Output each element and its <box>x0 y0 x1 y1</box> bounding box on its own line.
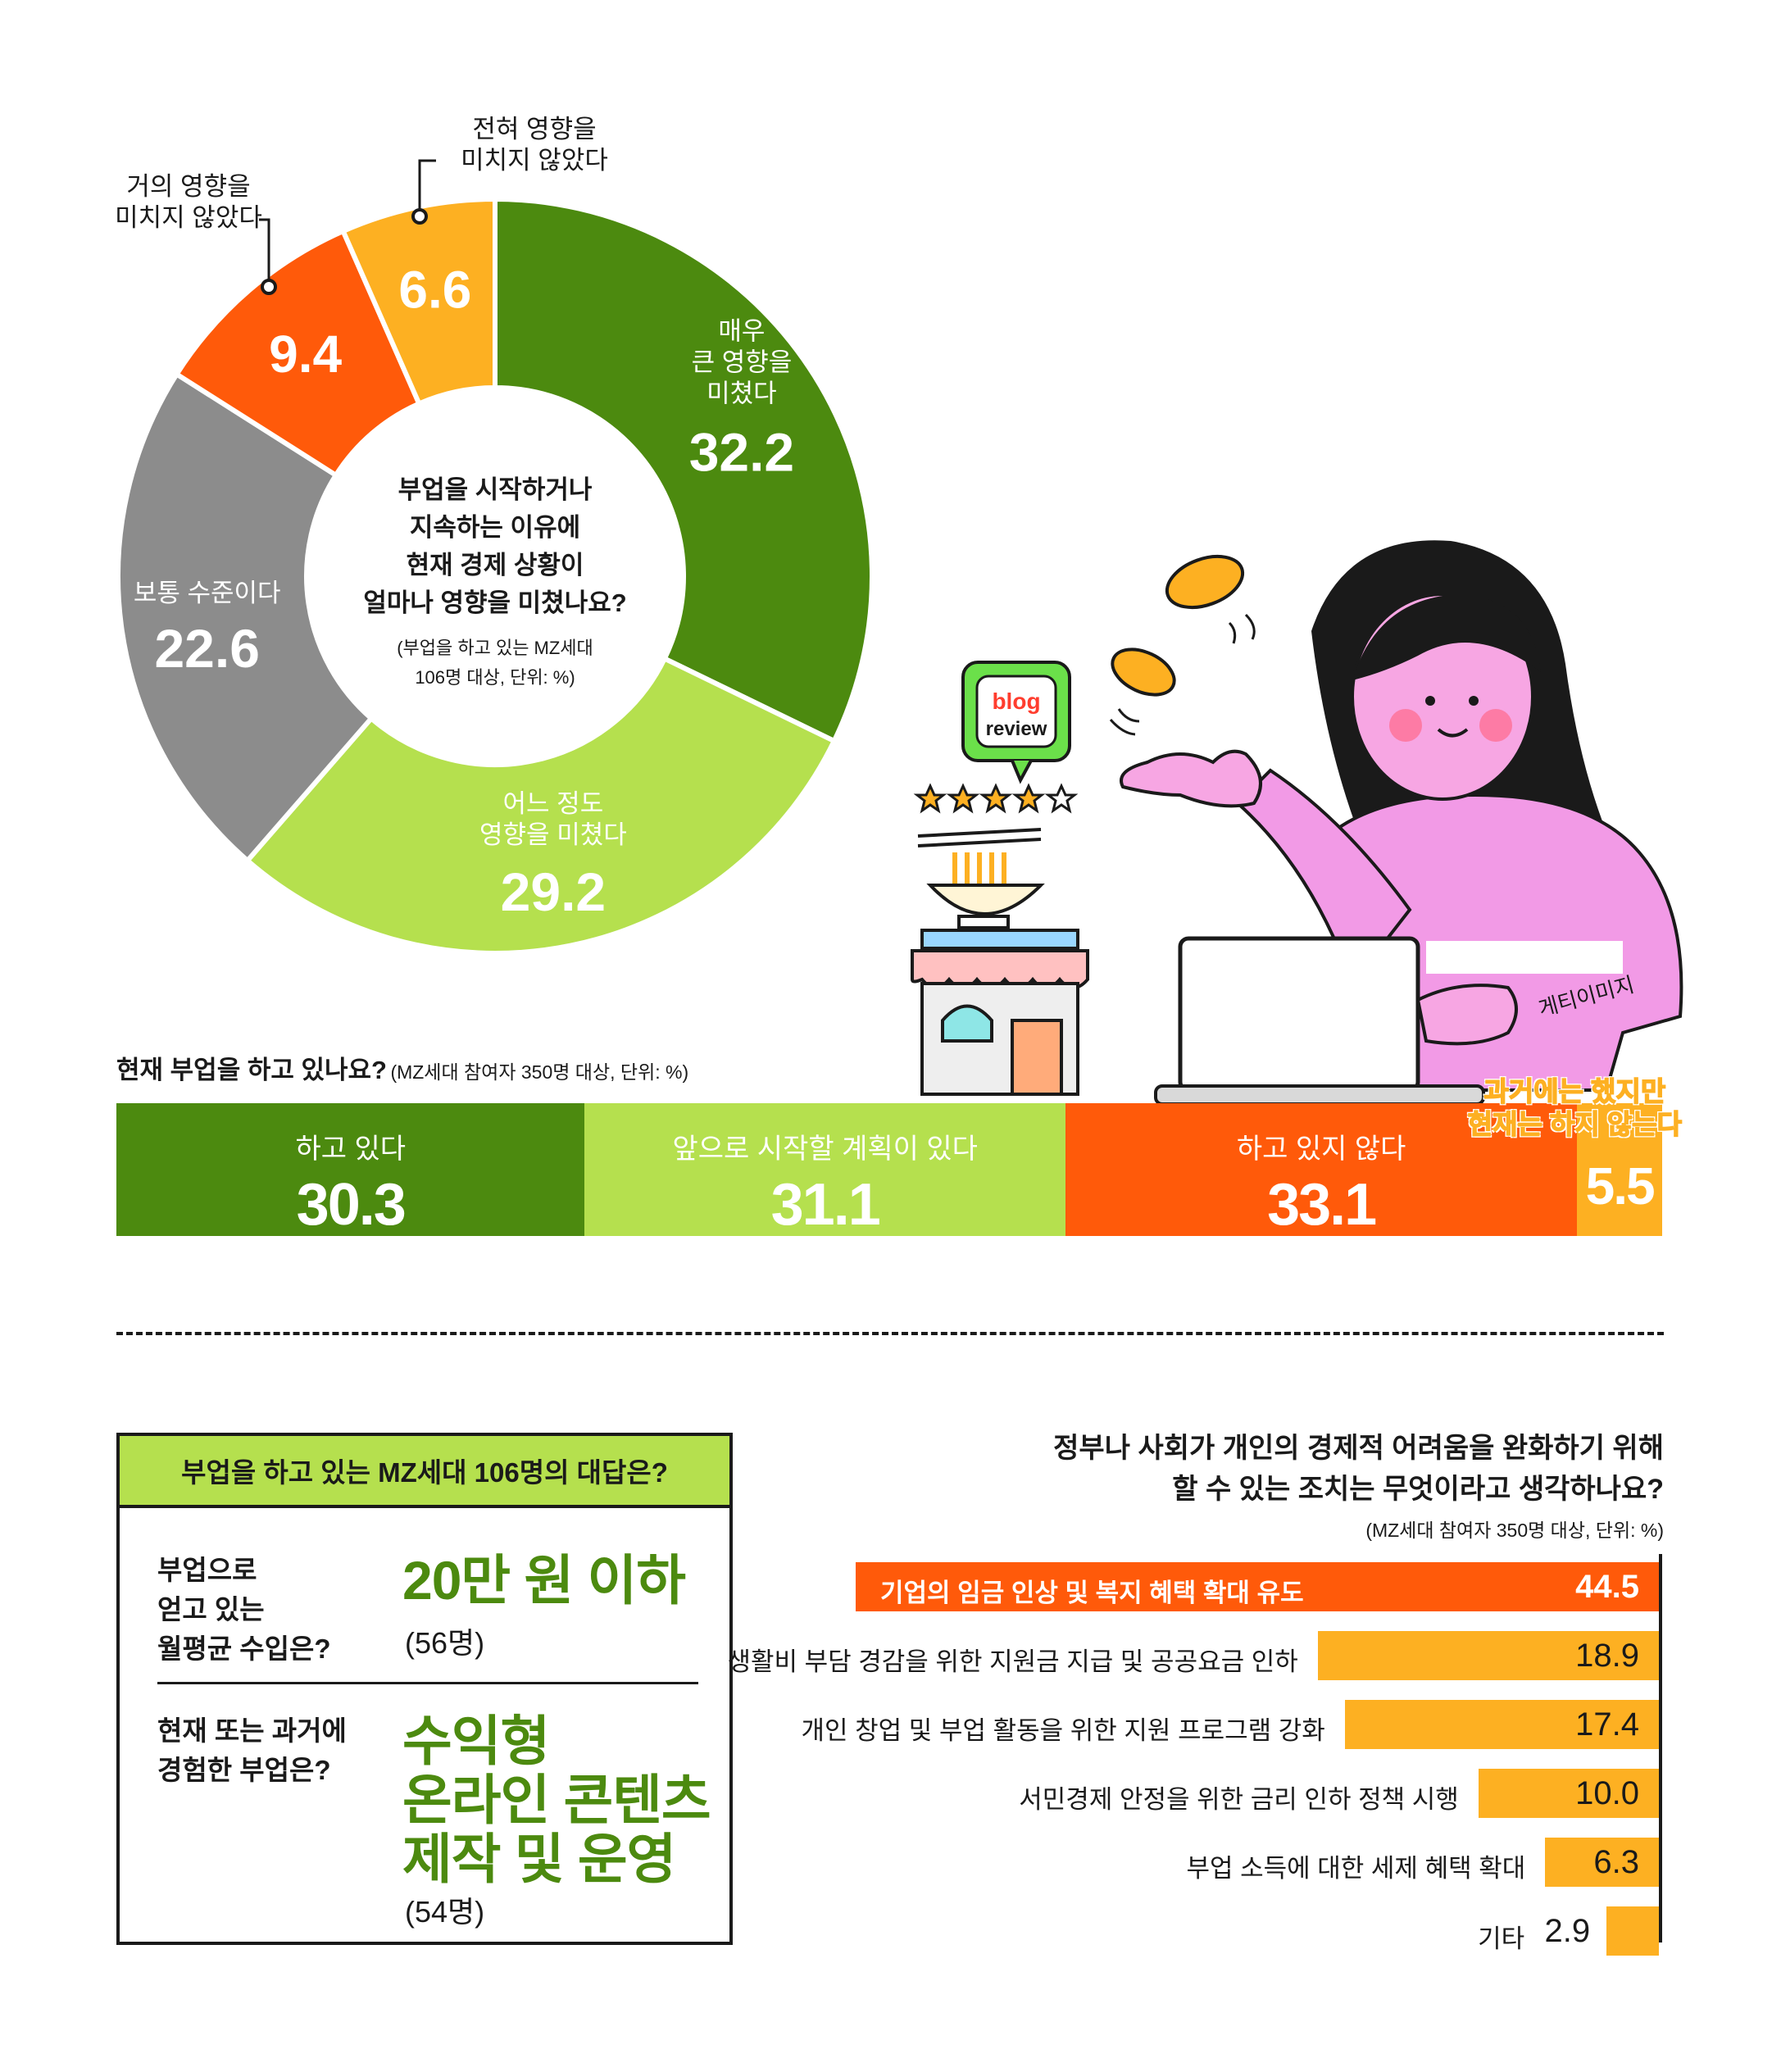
donut-slice <box>116 370 375 865</box>
segment-value: 33.1 <box>1267 1172 1377 1238</box>
section-divider <box>116 1332 1664 1335</box>
segment-label: 과거에는 했지만 현재는 하지 않는다 <box>1467 1075 1683 1140</box>
stacked-segment: 앞으로 시작할 계획이 있다 31.1 <box>584 1103 1067 1238</box>
measures-note: (MZ세대 참여자 350명 대상, 단위: %) <box>1365 1520 1664 1541</box>
measure-value: 2.9 <box>1544 1913 1591 1949</box>
measure-bar <box>856 1562 1659 1611</box>
measure-label: 기타 <box>1478 1924 1525 1953</box>
measure-value: 44.5 <box>1575 1569 1639 1605</box>
measure-bar <box>1478 1769 1659 1818</box>
answers-box-header: 부업을 하고 있는 MZ세대 106명의 대답은? <box>120 1436 729 1508</box>
coin-icon <box>1165 554 1245 610</box>
rating-stars-icon <box>913 783 1079 814</box>
measures-title: 정부나 사회가 개인의 경제적 어려움을 완화하기 위해 할 수 있는 조치는 … <box>1053 1433 1664 1505</box>
answers-box: 부업을 하고 있는 MZ세대 106명의 대답은? 부업으로 얻고 있는 월평균… <box>116 1433 733 1945</box>
answer-sidejob: 수익형 온라인 콘텐츠 제작 및 운영 <box>402 1711 711 1889</box>
segment-label: 앞으로 시작할 계획이 있다 <box>672 1134 978 1165</box>
measure-label: 기업의 임금 인상 및 복지 혜택 확대 유도 <box>880 1579 1304 1607</box>
slice-label: 보통 수준이다 <box>134 579 281 607</box>
answers-divider <box>157 1682 698 1684</box>
stacked-title-text: 현재 부업을 하고 있나요? <box>116 1056 387 1084</box>
shop-icon <box>911 929 1089 1096</box>
stacked-segment: 하고 있다 30.3 <box>116 1103 587 1238</box>
slice-label: 어느 정도 영향을 미쳤다 <box>479 789 627 849</box>
measure-label: 서민경제 안정을 위한 금리 인하 정책 시행 <box>1019 1785 1459 1814</box>
slice-value: 22.6 <box>154 618 259 679</box>
stacked-note: (MZ세대 참여자 350명 대상, 단위: %) <box>390 1061 689 1083</box>
slice-value: 9.4 <box>269 325 342 384</box>
noodle-bowl-icon <box>917 828 1045 929</box>
coin-icon <box>1111 648 1176 697</box>
donut-slice <box>339 196 497 407</box>
measure-bar <box>1545 1838 1659 1887</box>
slice-value: 32.2 <box>689 422 794 483</box>
illustration: 게티이미지 blog review <box>911 540 1683 1106</box>
leader-line <box>259 218 270 287</box>
segment-value: 30.3 <box>296 1172 407 1238</box>
stacked-segment: 하고 있지 않다 33.1 <box>1065 1103 1579 1238</box>
leader-dot <box>411 208 428 225</box>
blog-text: blog <box>992 688 1040 714</box>
segment-value: 5.5 <box>1585 1156 1656 1215</box>
donut-slice <box>243 655 838 956</box>
donut-chart: 거의 영향을 미치지 않았다 전혀 영향을 미치지 않았다 매우 큰 영향을 미쳤다 32.… <box>115 115 875 956</box>
slice-value: 29.2 <box>501 861 606 922</box>
measure-bar <box>1606 1906 1659 1956</box>
segment-label: 하고 있다 <box>295 1134 407 1165</box>
measure-value: 18.9 <box>1575 1638 1639 1674</box>
slice-value: 6.6 <box>398 261 471 320</box>
answer-sidejob-count: (54명) <box>405 1895 485 1929</box>
leader-dot <box>261 279 277 295</box>
measure-value: 10.0 <box>1575 1775 1639 1811</box>
measure-value: 17.4 <box>1575 1706 1639 1743</box>
donut-center-note: (부업을 하고 있는 MZ세대 106명 대상, 단위: %) <box>397 638 593 688</box>
review-text: review <box>986 718 1047 740</box>
stacked-title: 현재 부업을 하고 있나요? (MZ세대 참여자 350명 대상, 단위: %) <box>116 1049 688 1086</box>
answer-income: 20만 원 이하 <box>402 1550 686 1611</box>
donut-slice <box>173 228 423 479</box>
leader-line <box>418 159 436 216</box>
laptop <box>1178 936 1420 1093</box>
measure-label: 생활비 부담 경감을 위한 지원금 지급 및 공공요금 인하 <box>727 1647 1298 1676</box>
measure-value: 6.3 <box>1593 1844 1639 1880</box>
measure-bar <box>1344 1700 1659 1749</box>
donut-center-question: 부업을 시작하거나 지속하는 이유에 현재 경제 상황이 얼마나 영향을 미쳤나요? <box>363 475 626 617</box>
donut-slice <box>493 196 875 745</box>
slice-label: 전혀 영향을 미치지 않았다 <box>461 115 608 175</box>
question-sidejob: 현재 또는 과거에 경험한 부업은? <box>157 1715 347 1785</box>
stacked-segment: 5.5 과거에는 했지만 현재는 하지 않는다 <box>1467 1075 1683 1236</box>
question-income: 부업으로 얻고 있는 월평균 수입은? <box>157 1555 331 1664</box>
segment-label: 하고 있지 않다 <box>1236 1134 1406 1165</box>
measure-bar <box>1317 1631 1659 1680</box>
segment-value: 31.1 <box>770 1172 881 1238</box>
measure-label: 개인 창업 및 부업 활동을 위한 지원 프로그램 강화 <box>801 1716 1325 1745</box>
slice-label: 매우 큰 영향을 미쳤다 <box>692 317 793 408</box>
slice-label: 거의 영향을 미치지 않았다 <box>115 172 262 232</box>
measure-label: 부업 소득에 대한 세제 혜택 확대 <box>1186 1854 1526 1883</box>
measures-axis-line <box>1659 1554 1662 1942</box>
answer-income-count: (56명) <box>405 1626 485 1660</box>
